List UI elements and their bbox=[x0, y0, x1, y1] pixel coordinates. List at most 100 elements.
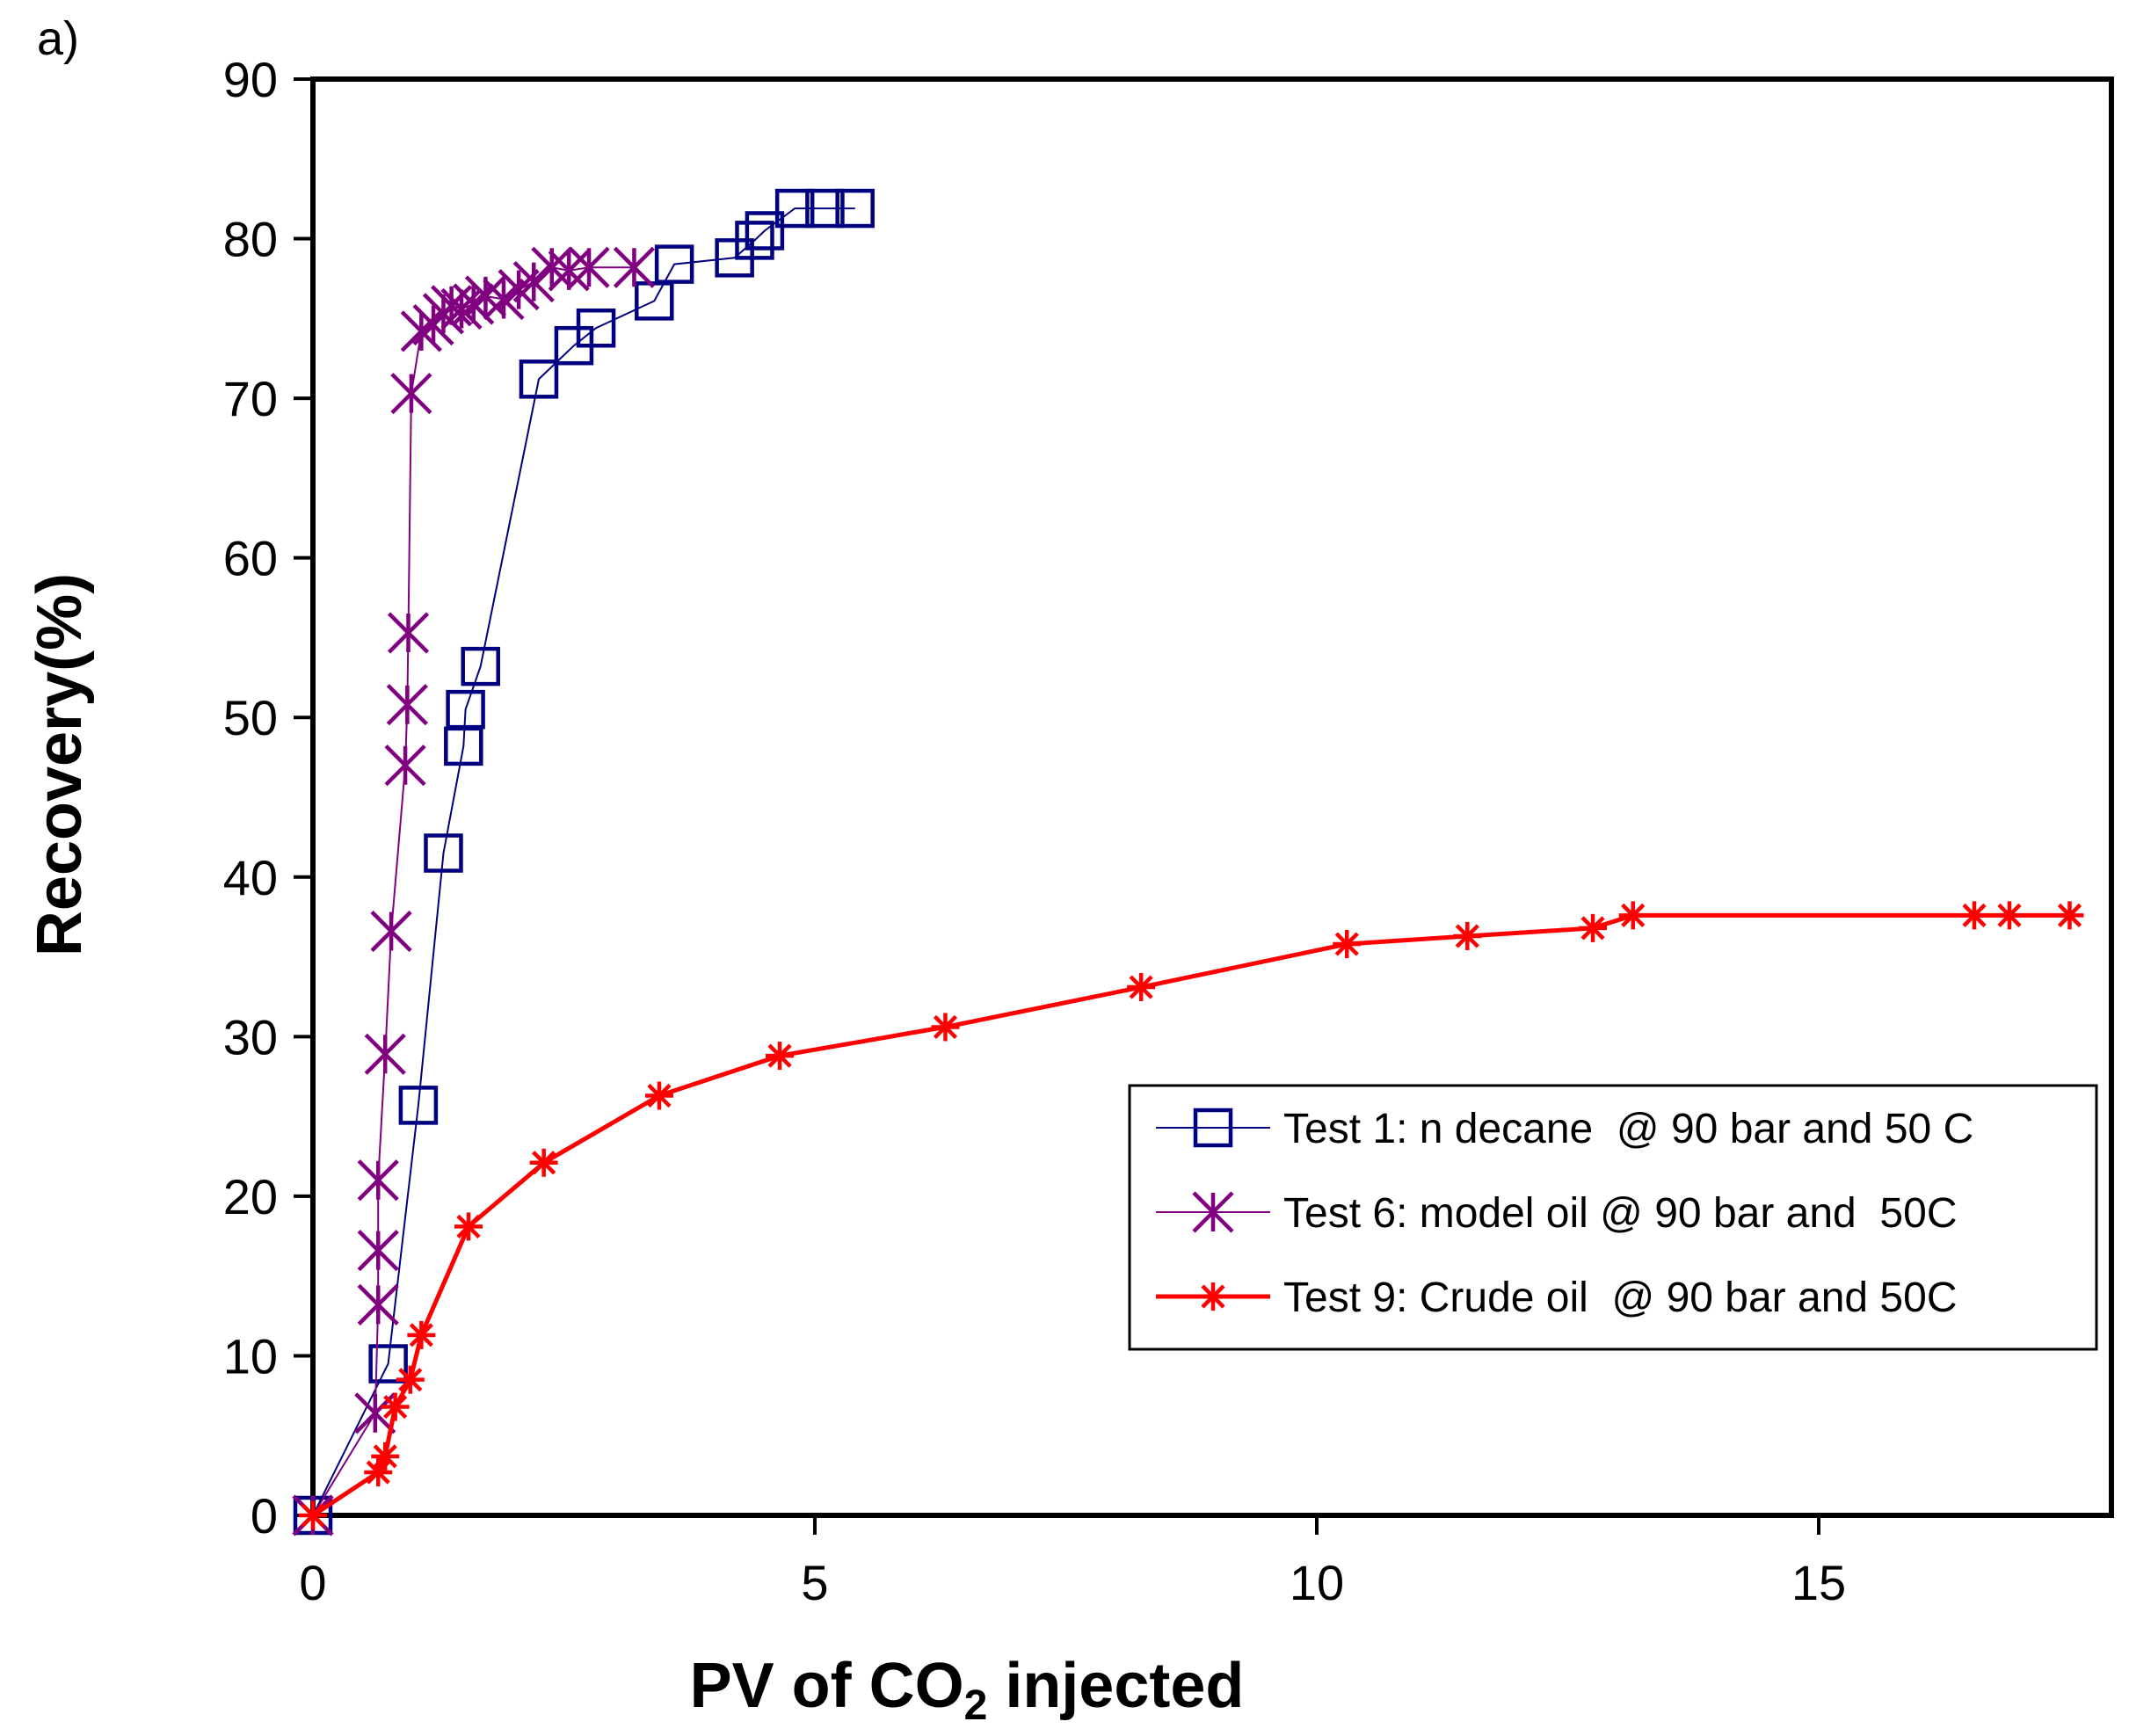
x-tick-label: 0 bbox=[299, 1555, 326, 1610]
y-tick-label: 60 bbox=[223, 531, 278, 586]
data-point-marker bbox=[387, 612, 430, 654]
panel-label: a) bbox=[37, 12, 79, 65]
data-point-marker bbox=[1333, 930, 1362, 959]
marker-stroke bbox=[373, 1444, 397, 1469]
y-tick-label: 30 bbox=[223, 1009, 278, 1064]
legend-item: Test 9: Crude oil @ 90 bar and 50C bbox=[1156, 1275, 1957, 1321]
y-axis-title: Recovery(%) bbox=[25, 573, 95, 956]
legend-box bbox=[1128, 1084, 2098, 1351]
data-point-marker bbox=[299, 1501, 327, 1529]
data-point-marker bbox=[357, 1283, 399, 1326]
data-point-marker bbox=[368, 1344, 408, 1384]
legend-label: Test 6: model oil @ 90 bar and 50C bbox=[1283, 1190, 1957, 1237]
data-point-marker bbox=[1192, 1191, 1234, 1233]
data-point-marker bbox=[384, 745, 426, 787]
marker-stroke bbox=[767, 1043, 792, 1068]
data-point-marker bbox=[735, 221, 774, 260]
data-point-marker bbox=[805, 188, 845, 229]
marker-stroke bbox=[933, 1014, 958, 1040]
data-point-marker bbox=[644, 1081, 673, 1110]
data-point-marker bbox=[390, 373, 432, 415]
data-point-marker bbox=[512, 260, 555, 303]
y-tick-label: 90 bbox=[223, 52, 278, 107]
legend-label: Test 9: Crude oil @ 90 bar and 50C bbox=[1283, 1275, 1957, 1321]
data-point-marker bbox=[654, 244, 694, 284]
data-point-marker bbox=[381, 1392, 410, 1421]
y-tick-label: 20 bbox=[223, 1169, 278, 1224]
marker-stroke bbox=[1455, 924, 1479, 948]
series-line bbox=[312, 266, 635, 1516]
marker-stroke bbox=[1129, 975, 1153, 999]
data-point-marker bbox=[568, 246, 610, 288]
marker-stroke bbox=[409, 1323, 433, 1347]
data-point-marker bbox=[1579, 913, 1608, 942]
marker-stroke bbox=[1621, 903, 1646, 927]
data-point-marker bbox=[454, 1212, 483, 1241]
data-point-marker bbox=[635, 281, 674, 321]
data-point-marker bbox=[745, 211, 785, 251]
x-axis-title: PV of CO2 injected bbox=[690, 1651, 1245, 1729]
x-axis-title-subscript: 2 bbox=[964, 1682, 988, 1729]
data-point-marker bbox=[1618, 901, 1647, 930]
data-point-marker bbox=[386, 684, 428, 726]
series-2 bbox=[292, 246, 656, 1536]
data-point-marker bbox=[370, 910, 412, 953]
y-tick-label: 0 bbox=[251, 1488, 278, 1544]
x-tick-label: 15 bbox=[1791, 1555, 1846, 1610]
data-point-marker bbox=[774, 188, 815, 229]
data-point-marker bbox=[2055, 901, 2084, 930]
x-tick-label: 10 bbox=[1290, 1555, 1344, 1610]
marker-stroke bbox=[301, 1503, 325, 1528]
data-point-marker bbox=[424, 833, 463, 873]
x-axis-title-tail: injected bbox=[987, 1651, 1244, 1721]
axes: 0 10 20 30 40 50 60 70 80 90 0 5 10 15 bbox=[223, 52, 1846, 1610]
marker-stroke bbox=[1334, 932, 1359, 956]
marker-stroke bbox=[1580, 916, 1605, 941]
marker-stroke bbox=[1997, 903, 2022, 927]
data-point-marker bbox=[446, 689, 485, 730]
data-point-marker bbox=[576, 308, 616, 348]
series-line bbox=[312, 207, 855, 1516]
marker-stroke bbox=[2057, 903, 2082, 927]
plot-area-frame bbox=[310, 76, 2114, 1518]
data-point-marker bbox=[357, 1230, 399, 1272]
x-tick-label: 5 bbox=[801, 1555, 828, 1610]
series-1 bbox=[293, 188, 875, 1536]
marker-stroke bbox=[647, 1083, 672, 1108]
y-tick-label: 10 bbox=[223, 1328, 278, 1384]
marker-stroke bbox=[532, 1151, 556, 1175]
data-point-marker bbox=[1127, 973, 1156, 1002]
data-point-marker bbox=[1453, 921, 1482, 950]
legend-item: Test 6: model oil @ 90 bar and 50C bbox=[1156, 1190, 1957, 1237]
marker-stroke bbox=[1201, 1284, 1225, 1309]
data-point-marker bbox=[398, 1086, 439, 1125]
legend-label: Test 1: n decane @ 90 bar and 50 C bbox=[1283, 1106, 1973, 1152]
y-tick-label: 70 bbox=[223, 371, 278, 426]
data-point-marker bbox=[1995, 901, 2024, 930]
legend: Test 1: n decane @ 90 bar and 50 C Test 6… bbox=[1128, 1084, 2098, 1351]
data-point-marker bbox=[519, 360, 559, 399]
legend-item: Test 1: n decane @ 90 bar and 50 C bbox=[1156, 1106, 1973, 1152]
data-point-marker bbox=[1199, 1282, 1227, 1311]
data-point-marker bbox=[461, 646, 500, 686]
data-point-marker bbox=[371, 1442, 400, 1471]
data-point-marker bbox=[613, 246, 656, 288]
data-series bbox=[292, 188, 2084, 1536]
marker-stroke bbox=[456, 1214, 481, 1238]
y-tick-label: 80 bbox=[223, 212, 278, 267]
marker-stroke bbox=[1962, 903, 1987, 927]
series-3 bbox=[299, 901, 2084, 1529]
x-axis-title-main: PV of CO bbox=[690, 1651, 964, 1721]
data-point-marker bbox=[407, 1320, 436, 1349]
data-point-marker bbox=[396, 1365, 425, 1394]
marker-stroke bbox=[398, 1368, 423, 1392]
y-tick-label: 50 bbox=[223, 690, 278, 745]
y-tick-label: 40 bbox=[223, 850, 278, 905]
data-point-marker bbox=[1193, 1108, 1233, 1148]
data-point-marker bbox=[835, 188, 875, 229]
data-point-marker bbox=[1960, 901, 1989, 930]
data-point-marker bbox=[357, 1159, 399, 1202]
marker-stroke bbox=[383, 1394, 408, 1420]
data-point-marker bbox=[529, 1148, 558, 1177]
